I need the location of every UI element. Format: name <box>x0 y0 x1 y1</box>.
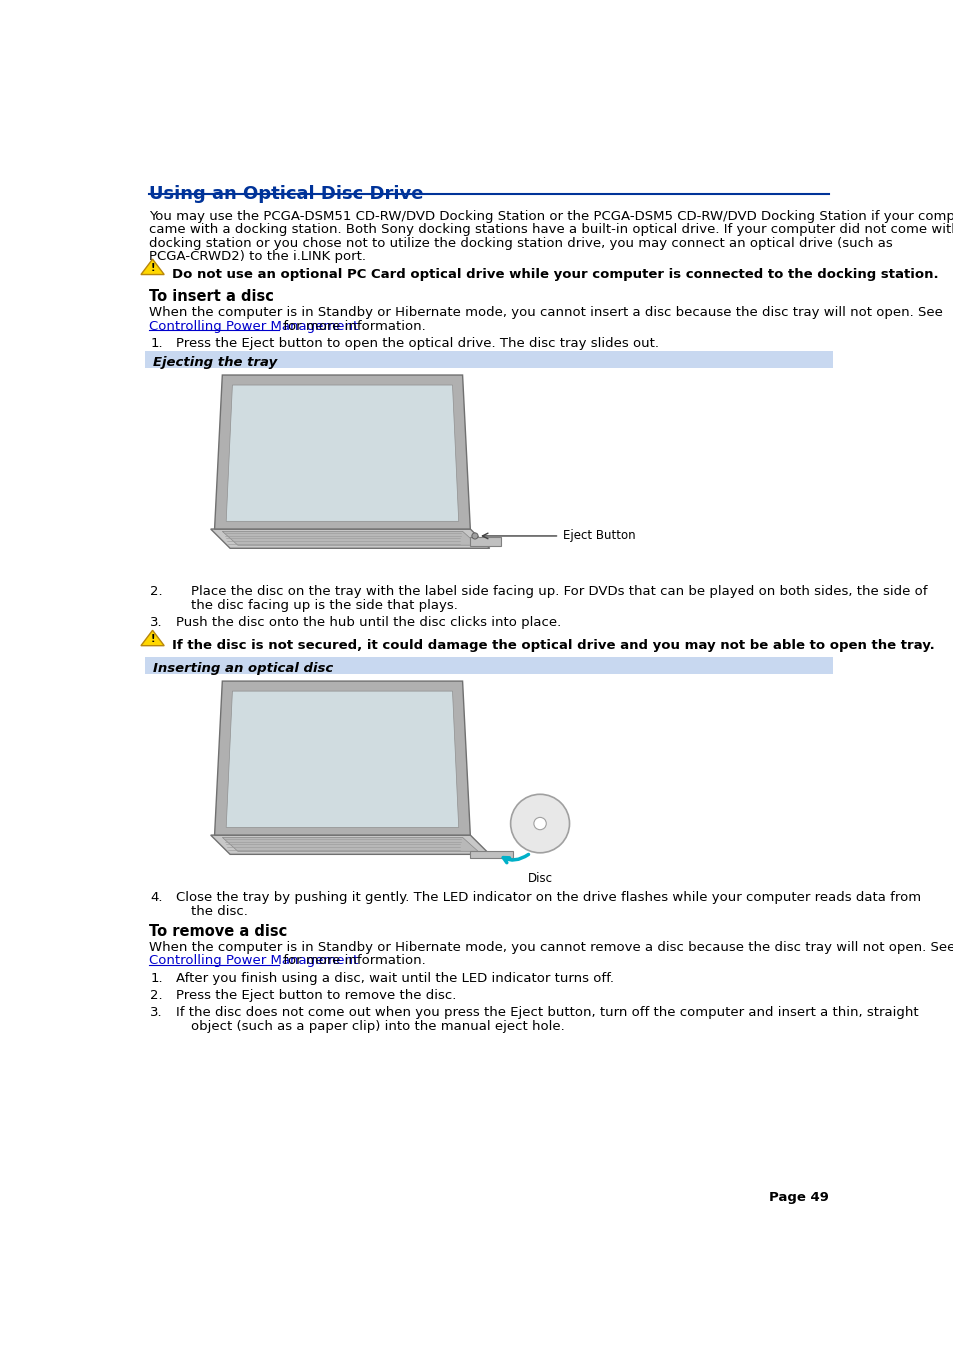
Polygon shape <box>211 835 489 854</box>
Polygon shape <box>141 259 164 274</box>
Text: the disc facing up is the side that plays.: the disc facing up is the side that play… <box>192 598 457 612</box>
Polygon shape <box>141 631 164 646</box>
Text: 3.: 3. <box>150 616 163 628</box>
Text: Eject Button: Eject Button <box>562 530 636 543</box>
Polygon shape <box>470 851 513 858</box>
Circle shape <box>534 817 546 830</box>
Text: !: ! <box>151 262 154 273</box>
Text: Inserting an optical disc: Inserting an optical disc <box>152 662 333 676</box>
Text: After you finish using a disc, wait until the LED indicator turns off.: After you finish using a disc, wait unti… <box>175 973 613 985</box>
Bar <box>145 351 832 367</box>
Text: 1.: 1. <box>150 973 163 985</box>
Text: for more information.: for more information. <box>279 954 426 967</box>
Text: 3.: 3. <box>150 1006 163 1019</box>
Polygon shape <box>222 838 477 851</box>
Text: the disc.: the disc. <box>192 905 248 917</box>
Circle shape <box>472 532 477 539</box>
Text: Controlling Power Management: Controlling Power Management <box>149 320 357 332</box>
Text: Controlling Power Management: Controlling Power Management <box>149 954 357 967</box>
Text: Do not use an optional PC Card optical drive while your computer is connected to: Do not use an optional PC Card optical d… <box>172 267 938 281</box>
Polygon shape <box>222 531 477 546</box>
Circle shape <box>510 794 569 852</box>
Text: 2.: 2. <box>150 585 163 598</box>
Polygon shape <box>470 536 500 546</box>
Text: 4.: 4. <box>150 892 163 904</box>
Text: 1.: 1. <box>150 338 163 350</box>
Text: Press the Eject button to remove the disc.: Press the Eject button to remove the dis… <box>175 989 456 1002</box>
Text: When the computer is in Standby or Hibernate mode, you cannot remove a disc beca: When the computer is in Standby or Hiber… <box>149 942 953 954</box>
Text: docking station or you chose not to utilize the docking station drive, you may c: docking station or you chose not to util… <box>149 236 891 250</box>
Text: You may use the PCGA-DSM51 CD-RW/DVD Docking Station or the PCGA-DSM5 CD-RW/DVD : You may use the PCGA-DSM51 CD-RW/DVD Doc… <box>149 209 953 223</box>
Text: Push the disc onto the hub until the disc clicks into place.: Push the disc onto the hub until the dis… <box>175 616 560 628</box>
Text: came with a docking station. Both Sony docking stations have a built-in optical : came with a docking station. Both Sony d… <box>149 223 953 236</box>
Bar <box>145 657 832 674</box>
Text: for more information.: for more information. <box>279 320 426 332</box>
Text: To insert a disc: To insert a disc <box>149 289 274 304</box>
Text: Page 49: Page 49 <box>768 1190 828 1204</box>
Text: 2.: 2. <box>150 989 163 1002</box>
Text: To remove a disc: To remove a disc <box>149 924 287 939</box>
Text: Place the disc on the tray with the label side facing up. For DVDs that can be p: Place the disc on the tray with the labe… <box>192 585 927 598</box>
Text: If the disc does not come out when you press the Eject button, turn off the comp: If the disc does not come out when you p… <box>175 1006 918 1019</box>
Text: PCGA-CRWD2) to the i.LINK port.: PCGA-CRWD2) to the i.LINK port. <box>149 250 365 263</box>
Text: object (such as a paper clip) into the manual eject hole.: object (such as a paper clip) into the m… <box>192 1020 564 1032</box>
Text: When the computer is in Standby or Hibernate mode, you cannot insert a disc beca: When the computer is in Standby or Hiber… <box>149 307 942 319</box>
Text: Close the tray by pushing it gently. The LED indicator on the drive flashes whil: Close the tray by pushing it gently. The… <box>175 892 920 904</box>
Text: Disc: Disc <box>527 871 552 885</box>
Polygon shape <box>211 530 489 549</box>
Text: Ejecting the tray: Ejecting the tray <box>152 357 276 369</box>
Polygon shape <box>214 681 470 835</box>
Text: If the disc is not secured, it could damage the optical drive and you may not be: If the disc is not secured, it could dam… <box>172 639 934 651</box>
Polygon shape <box>214 376 470 530</box>
Text: Using an Optical Disc Drive: Using an Optical Disc Drive <box>149 185 423 203</box>
Text: !: ! <box>151 634 154 643</box>
Polygon shape <box>226 385 458 521</box>
Polygon shape <box>226 692 458 827</box>
Text: Press the Eject button to open the optical drive. The disc tray slides out.: Press the Eject button to open the optic… <box>175 338 659 350</box>
